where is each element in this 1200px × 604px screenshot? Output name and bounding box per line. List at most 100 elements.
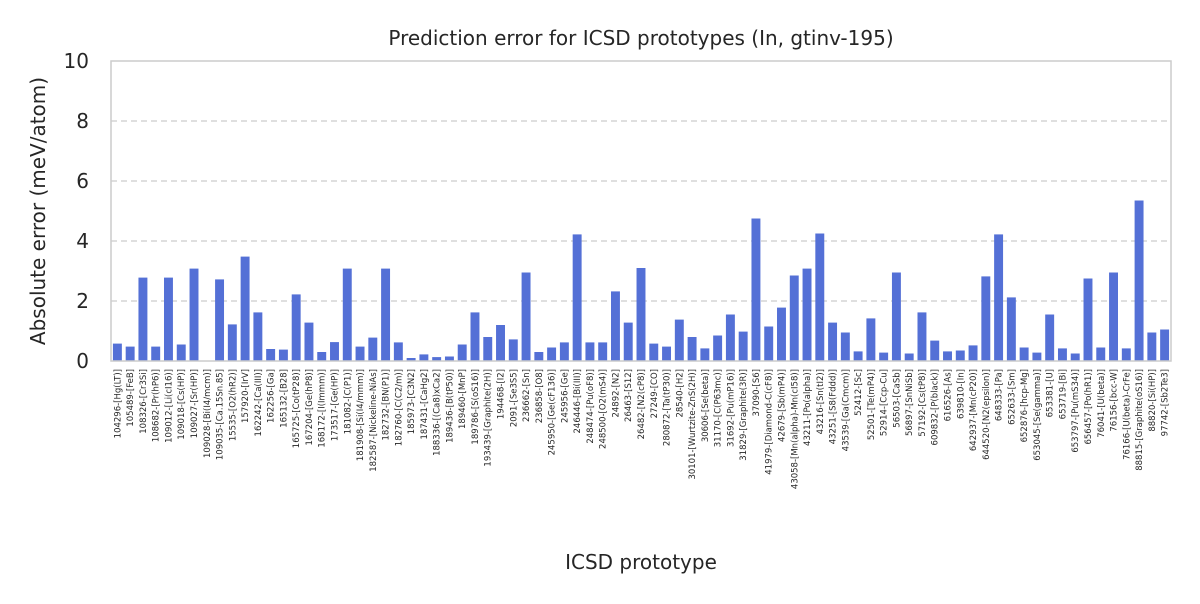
bar: [355, 346, 365, 361]
bars: [112, 200, 1170, 361]
bar: [508, 339, 518, 361]
bar: [598, 342, 608, 361]
x-tick-label: 189460-[MnP]: [458, 369, 468, 429]
x-tick-label: 653045-[Se(gamma)]: [1033, 369, 1043, 461]
x-tick-label: 653381-[U]: [1046, 369, 1056, 417]
x-tick-label: 642937-[Mn(cP20)]: [969, 369, 979, 451]
x-tick-label: 37090-[S6]: [752, 369, 762, 417]
x-tick-label: 76156-[bcc-W]: [1110, 369, 1120, 432]
x-tick-label: 639810-[In]: [956, 369, 966, 419]
x-tick-label: 280872-[Ta(tP30)]: [663, 369, 673, 446]
bar: [764, 326, 774, 361]
bar: [866, 318, 876, 361]
bar: [393, 342, 403, 361]
x-tick-label: 248474-[Pu(oF8)]: [586, 369, 596, 444]
bar: [1096, 347, 1106, 361]
x-tick-label: 188336-[(Ca8)xCa2]: [433, 369, 443, 456]
x-tick-label: 108682-[Pr(hP6)]: [152, 369, 162, 442]
x-tick-label: 652633-[Sm]: [1007, 369, 1017, 425]
bar: [1147, 332, 1157, 361]
bar: [789, 275, 799, 361]
bar: [853, 351, 863, 361]
bar: [738, 331, 748, 361]
bar: [164, 277, 173, 361]
y-tick-label: 4: [76, 229, 89, 253]
x-tick-label: 652876-[hcp-Mg]: [1020, 369, 1030, 442]
bar: [802, 268, 812, 361]
x-tick-label: 182587-[Nickeline-NiAs]: [369, 369, 379, 472]
x-tick-label: 108326-[Cr3Si]: [139, 369, 149, 434]
bar: [1121, 348, 1131, 361]
x-tick-label: 31692-[Pu(mP16)]: [726, 369, 736, 447]
bar: [649, 343, 659, 361]
x-tick-label: 24892-[N2]: [611, 369, 621, 418]
chart-title: Prediction error for ICSD prototypes (In…: [388, 26, 893, 50]
y-tick-label: 6: [76, 169, 89, 193]
x-tick-label: 245950-[Ge(cF136)]: [548, 369, 558, 455]
x-tick-label: 109012-[Li(cI16)]: [164, 369, 174, 443]
x-tick-label: 236858-[O8]: [535, 369, 545, 423]
bar: [253, 312, 263, 361]
bar: [955, 350, 965, 361]
bar: [381, 268, 391, 361]
x-tick-label: 162256-[Ga]: [267, 369, 277, 423]
x-tick-label: 76166-[U(beta)-CrFe]: [1122, 369, 1132, 460]
bar: [406, 358, 416, 361]
x-tick-label: 56503-[CaSb]: [892, 369, 902, 428]
bar: [891, 272, 901, 361]
x-tick-label: 2091-[Se3S5]: [509, 369, 519, 427]
x-tick-label: 43216-[Sn(tI2)]: [816, 369, 826, 434]
bar: [1070, 353, 1080, 361]
x-tick-label: 162242-[Ca(III)]: [254, 369, 264, 436]
bar: [725, 314, 735, 361]
bar: [879, 352, 889, 361]
x-tick-label: 609832-[P(black)]: [931, 369, 941, 445]
bar: [419, 354, 429, 361]
bar: [572, 234, 582, 361]
bar: [444, 356, 454, 361]
x-tick-label: 52412-[Sc]: [854, 369, 864, 416]
bar: [777, 307, 786, 361]
bar: [521, 272, 531, 361]
bar: [994, 234, 1004, 361]
x-tick-label: 182732-[BN(P1)]: [382, 369, 392, 441]
x-tick-label: 52501-[Te(mP4)]: [867, 369, 877, 440]
x-tick-label: 193439-[Graphite(2H)]: [484, 369, 494, 467]
x-tick-label: 31170-[C(P63mc)]: [714, 369, 724, 447]
x-tick-label: 157920-[IrV]: [241, 369, 251, 423]
x-tick-label: 109028-[Bi(I4/mcm)]: [203, 369, 213, 458]
plot-frame: [110, 60, 1172, 362]
bar: [457, 344, 467, 361]
x-tick-label: 26463-[S12]: [624, 369, 634, 422]
x-tick-label: 656457-[Po(hR1)]: [1084, 369, 1094, 445]
x-tick-label: 31829-[Graphite(3R)]: [739, 369, 749, 461]
x-tick-label: 15535-[O2(hR2)]: [228, 369, 238, 441]
bar: [828, 322, 838, 361]
bar: [470, 312, 480, 361]
bar: [266, 349, 276, 361]
x-tick-label: 43058-[Mn(alpha)-Mn(cI58)]: [790, 369, 800, 489]
x-tick-label: 165725-[Co(tP28)]: [292, 369, 302, 448]
bar: [189, 268, 199, 361]
x-tick-label: 41979-[Diamond-C(cF8)]: [765, 369, 775, 475]
x-tick-label: 167204-[Ge(hP8)]: [305, 369, 315, 446]
y-axis-label: Absolute error (meV/atom): [26, 77, 50, 345]
bar: [1160, 329, 1170, 361]
x-tick-label: 76041-[U(beta)]: [1097, 369, 1107, 438]
bar: [138, 277, 148, 361]
x-tick-label: 28540-[H2]: [675, 369, 685, 418]
x-tick-label: 42679-[Sb(mP4)]: [777, 369, 787, 442]
bar: [317, 352, 327, 361]
bar: [585, 342, 595, 361]
bar: [534, 352, 544, 361]
bar: [815, 233, 825, 361]
bar: [687, 337, 697, 361]
x-tick-label: 246446-[Bi(III)]: [573, 369, 583, 434]
x-tick-label: 236662-[Sn]: [522, 369, 532, 422]
bar: [330, 342, 339, 361]
bar: [304, 322, 314, 361]
x-tick-label: 173517-[Ge(HP)]: [330, 369, 340, 441]
x-tick-label: 27249-[CO]: [650, 369, 660, 418]
bar: [662, 346, 672, 361]
